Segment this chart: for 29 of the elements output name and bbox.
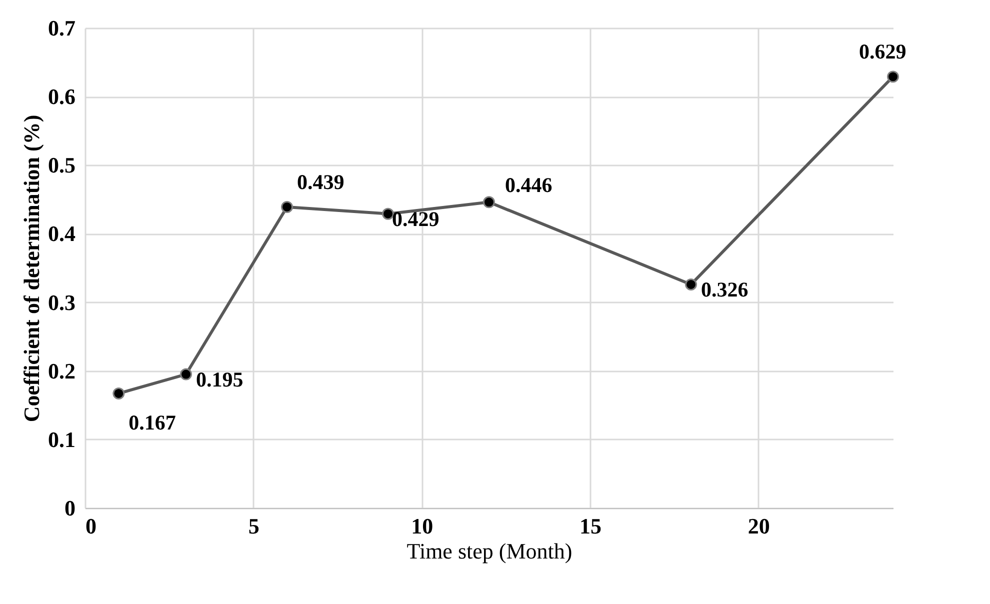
data-label: 0.326 — [701, 277, 748, 302]
y-tick-label: 0.6 — [48, 84, 76, 110]
data-label: 0.167 — [128, 410, 176, 434]
point — [281, 200, 293, 213]
x-tick-label: 20 — [748, 514, 770, 538]
data-label: 0.439 — [297, 170, 344, 194]
y-tick-label: 0.1 — [48, 426, 76, 452]
point — [180, 368, 192, 380]
x-tick-label: 10 — [411, 514, 434, 538]
data-label: 0.629 — [859, 40, 906, 64]
y-tick-label: 0.7 — [48, 16, 76, 40]
point — [685, 278, 697, 290]
y-tick-label: 0.3 — [48, 290, 76, 315]
x-tick-label: 5 — [248, 514, 260, 538]
y-axis-title: Coefficient of determination (%) — [19, 114, 44, 422]
y-tick-label: 0.4 — [48, 221, 76, 246]
x-tick-label: 15 — [580, 514, 602, 538]
point — [382, 208, 394, 220]
x-tick-label: 0 — [86, 514, 96, 538]
y-tick-label: 0 — [64, 496, 76, 520]
point — [483, 196, 495, 208]
y-tick-label: 0.2 — [48, 358, 76, 384]
point — [112, 388, 125, 400]
y-tick-label: 0.5 — [48, 152, 76, 178]
point — [887, 70, 899, 83]
data-label: 0.195 — [196, 367, 244, 392]
x-axis-title: Time step (Month) — [406, 538, 572, 564]
data-label: 0.446 — [505, 173, 552, 198]
data-label: 0.429 — [392, 206, 440, 231]
